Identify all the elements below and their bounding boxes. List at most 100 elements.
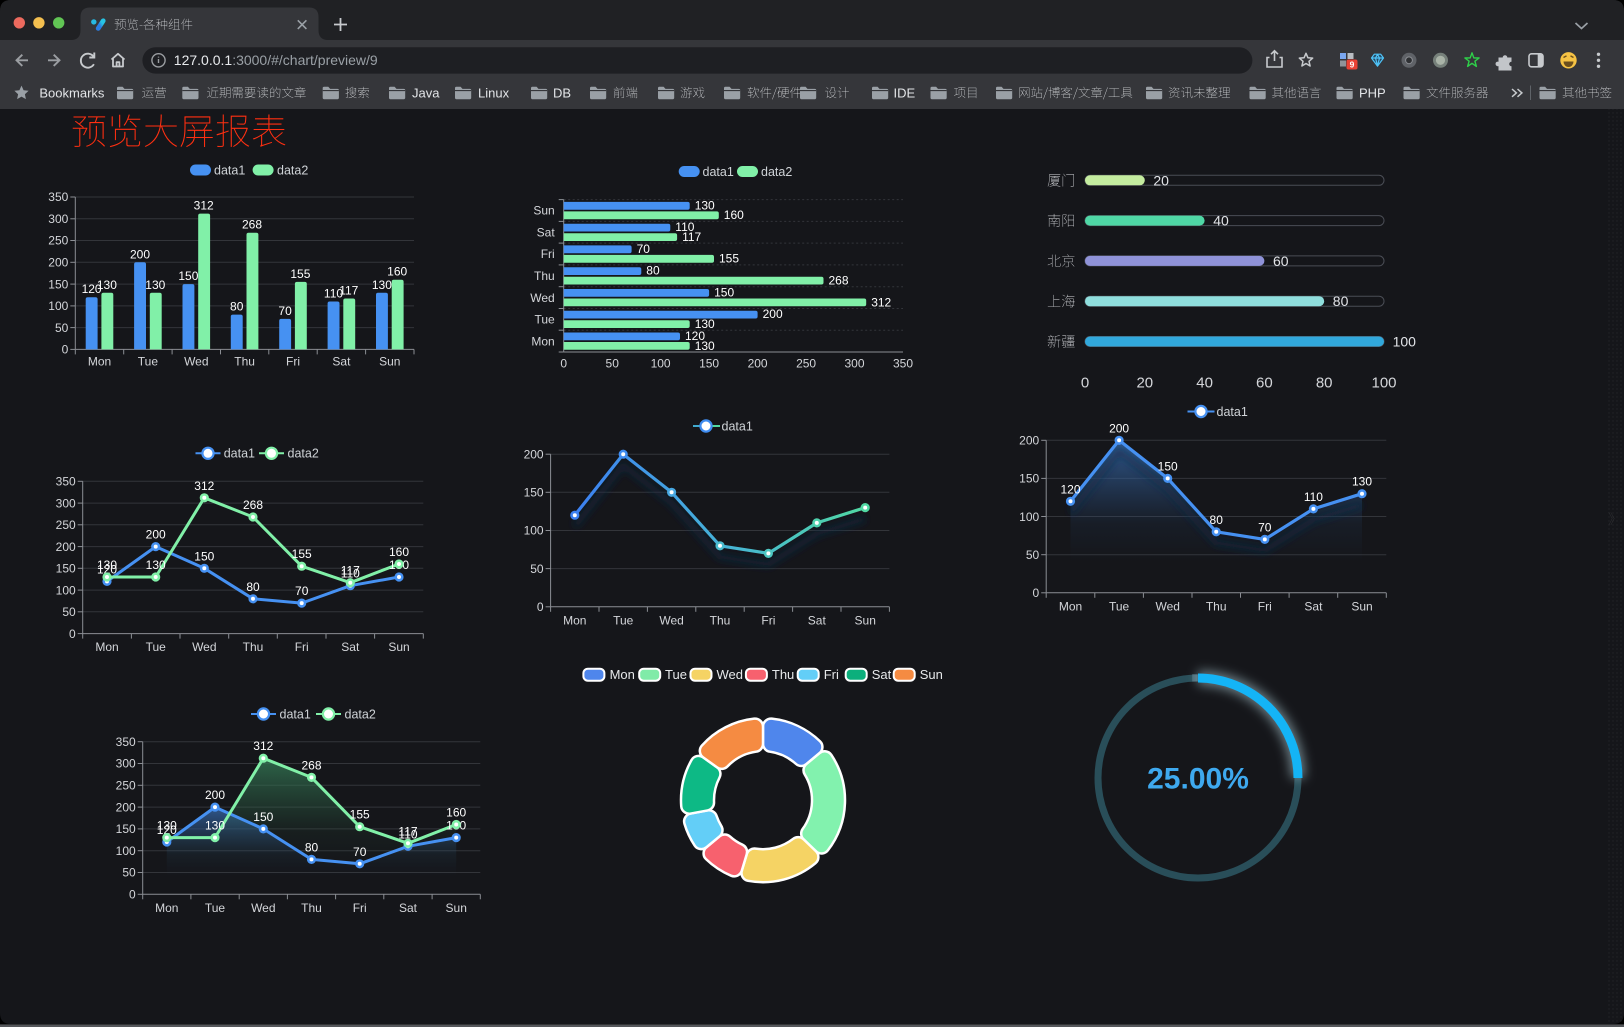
svg-text:150: 150 [524, 486, 544, 500]
svg-text:Sun: Sun [379, 354, 400, 368]
svg-text:Sun: Sun [855, 613, 876, 627]
svg-text:150: 150 [194, 549, 214, 563]
svg-text:0: 0 [560, 357, 567, 371]
svg-text:70: 70 [637, 242, 651, 256]
svg-text:0: 0 [537, 600, 544, 614]
svg-text:Sat: Sat [332, 354, 351, 368]
svg-text:117: 117 [398, 824, 417, 838]
svg-text:Java: Java [412, 85, 440, 100]
svg-text:Wed: Wed [1155, 599, 1179, 613]
svg-text:160: 160 [446, 806, 466, 820]
svg-text:155: 155 [292, 547, 312, 561]
svg-text:Linux: Linux [478, 85, 510, 100]
svg-text:data1: data1 [1217, 405, 1248, 419]
svg-text:100: 100 [48, 299, 68, 313]
svg-text:100: 100 [651, 357, 671, 371]
svg-text:80: 80 [1316, 375, 1333, 392]
svg-text:Wed: Wed [659, 613, 683, 627]
svg-text:Mon: Mon [1059, 599, 1082, 613]
svg-text:Thu: Thu [301, 901, 322, 915]
svg-text:Fri: Fri [761, 613, 775, 627]
svg-text:Thu: Thu [710, 613, 731, 627]
svg-text:Fri: Fri [541, 247, 555, 261]
svg-text:160: 160 [387, 265, 407, 279]
svg-text:268: 268 [242, 218, 262, 232]
svg-text:350: 350 [56, 475, 76, 489]
svg-text:Tue: Tue [138, 354, 159, 368]
svg-text:100: 100 [524, 524, 544, 538]
svg-text:130: 130 [205, 819, 225, 833]
svg-text:130: 130 [695, 317, 715, 331]
svg-text:200: 200 [1019, 434, 1039, 448]
svg-text:268: 268 [243, 498, 263, 512]
svg-text:117: 117 [341, 564, 360, 578]
svg-text:120: 120 [82, 282, 102, 296]
svg-text:268: 268 [829, 274, 849, 288]
svg-text:200: 200 [56, 540, 76, 554]
svg-text:100: 100 [1393, 334, 1417, 350]
svg-text:Sun: Sun [388, 640, 409, 654]
svg-text:Fri: Fri [286, 354, 300, 368]
svg-text:Wed: Wed [530, 291, 554, 305]
svg-text:312: 312 [194, 199, 214, 213]
svg-text:Mon: Mon [563, 613, 586, 627]
svg-text:150: 150 [48, 277, 68, 291]
svg-text:155: 155 [719, 252, 739, 266]
svg-text:70: 70 [295, 584, 309, 598]
svg-text:Sun: Sun [446, 901, 467, 915]
svg-text:Wed: Wed [251, 901, 275, 915]
svg-text:350: 350 [116, 735, 136, 749]
svg-text:Bookmarks: Bookmarks [39, 85, 105, 100]
svg-text:200: 200 [130, 247, 150, 261]
svg-text:130: 130 [157, 819, 177, 833]
svg-text:110: 110 [1304, 490, 1323, 504]
svg-text:200: 200 [205, 788, 225, 802]
svg-text:Fri: Fri [1258, 599, 1272, 613]
svg-text:Mon: Mon [88, 354, 111, 368]
svg-text:100: 100 [116, 844, 136, 858]
svg-text:25.00%: 25.00% [1147, 763, 1249, 796]
svg-text:80: 80 [1333, 293, 1349, 309]
svg-text:Tue: Tue [665, 667, 687, 682]
svg-text:117: 117 [339, 284, 358, 298]
svg-text:155: 155 [350, 808, 370, 822]
svg-text:130: 130 [695, 198, 715, 212]
svg-text:110: 110 [675, 220, 694, 234]
svg-text:160: 160 [724, 208, 744, 222]
svg-text:Fri: Fri [824, 667, 839, 682]
svg-text:data2: data2 [277, 163, 308, 177]
svg-text:Thu: Thu [772, 667, 794, 682]
svg-text:312: 312 [253, 739, 273, 753]
svg-text:127.0.0.1:3000/#/chart/preview: 127.0.0.1:3000/#/chart/preview/9 [174, 52, 378, 68]
svg-text:70: 70 [1258, 520, 1272, 534]
svg-text:200: 200 [763, 307, 783, 321]
svg-text:0: 0 [129, 888, 136, 902]
svg-text:120: 120 [1060, 482, 1080, 496]
svg-text:data1: data1 [280, 707, 311, 721]
svg-text:0: 0 [62, 343, 69, 357]
svg-text:0: 0 [1033, 586, 1040, 600]
svg-text:200: 200 [524, 447, 544, 461]
svg-text:150: 150 [699, 357, 719, 371]
svg-text:60: 60 [1256, 375, 1273, 392]
svg-text:117: 117 [682, 230, 701, 244]
svg-text:DB: DB [553, 85, 571, 100]
svg-text:40: 40 [1213, 213, 1229, 229]
svg-text:50: 50 [62, 605, 76, 619]
svg-text:300: 300 [116, 757, 136, 771]
svg-text:data1: data1 [722, 419, 753, 433]
svg-text:350: 350 [48, 190, 68, 204]
svg-text:312: 312 [871, 295, 891, 309]
svg-text:Wed: Wed [717, 667, 744, 682]
svg-text:data1: data1 [703, 165, 734, 179]
svg-text:data1: data1 [224, 447, 255, 461]
svg-text:0: 0 [1081, 375, 1089, 392]
svg-text:155: 155 [290, 267, 310, 281]
svg-text:20: 20 [1153, 172, 1169, 188]
svg-text:250: 250 [796, 357, 816, 371]
svg-text:80: 80 [646, 264, 660, 278]
svg-text:150: 150 [1019, 472, 1039, 486]
svg-text:Thu: Thu [234, 354, 255, 368]
svg-text:Tue: Tue [1109, 599, 1130, 613]
svg-text:Sat: Sat [872, 667, 892, 682]
